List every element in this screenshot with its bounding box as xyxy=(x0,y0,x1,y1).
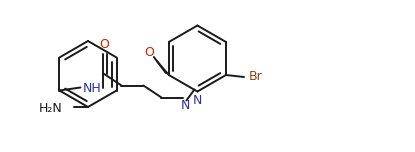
Text: N: N xyxy=(193,94,202,107)
Text: O: O xyxy=(100,38,110,51)
Text: NH: NH xyxy=(83,82,101,95)
Text: N: N xyxy=(181,99,190,112)
Text: Br: Br xyxy=(249,71,263,83)
Text: O: O xyxy=(144,45,154,59)
Text: H₂N: H₂N xyxy=(38,102,62,116)
